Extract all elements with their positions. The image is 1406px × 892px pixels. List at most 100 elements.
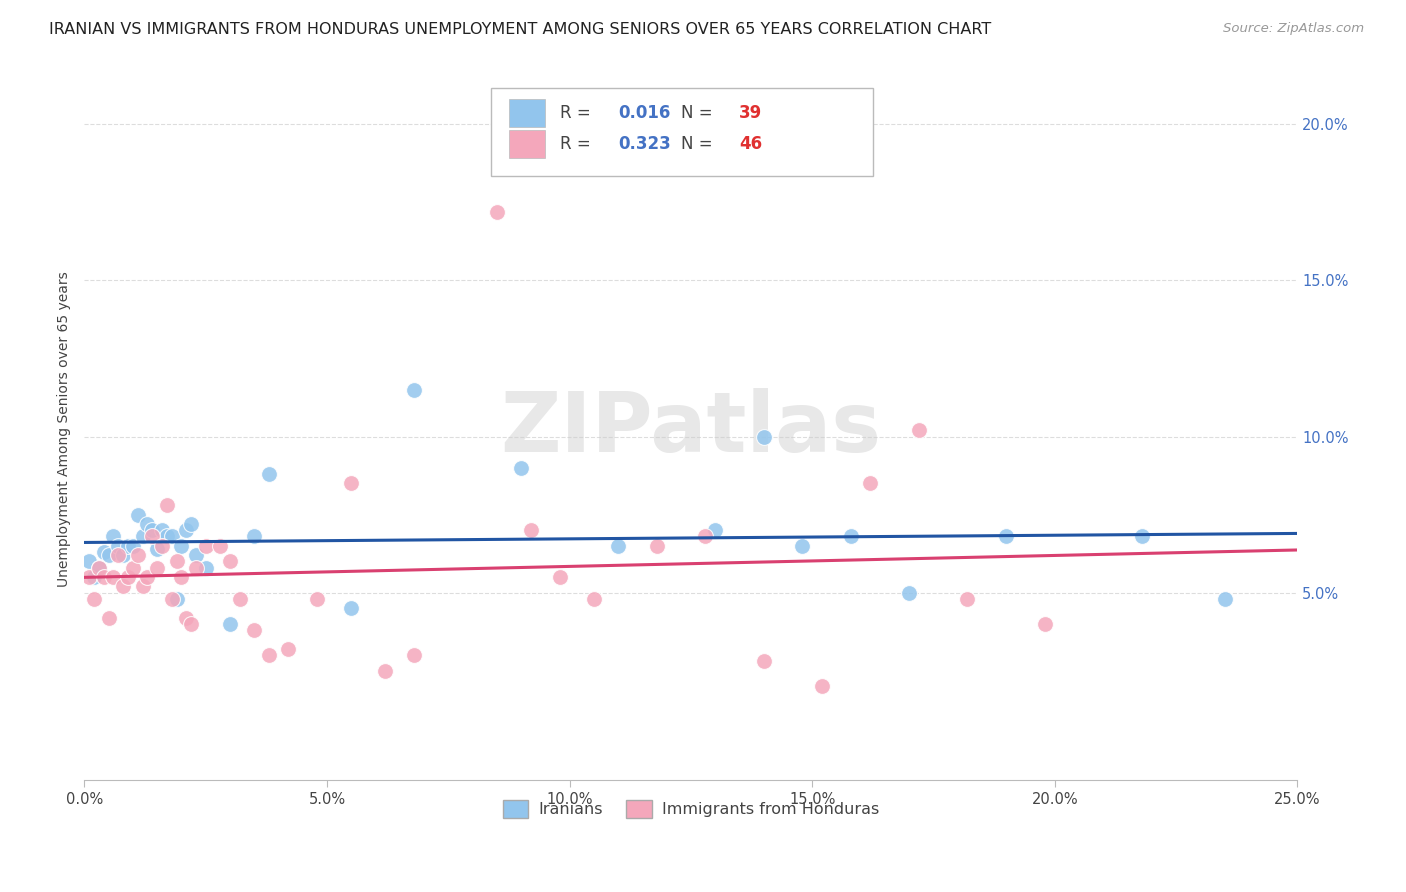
Point [166, 591, 188, 606]
Text: N =: N = [681, 103, 718, 121]
Point [340, 476, 363, 491]
Point [160, 529, 183, 543]
Point [485, 204, 508, 219]
Point [122, 560, 145, 574]
Text: ZIPatlas: ZIPatlas [501, 388, 882, 469]
Point [859, 476, 882, 491]
Point [146, 560, 169, 574]
Text: 46: 46 [740, 136, 762, 153]
Point [209, 539, 232, 553]
Point [243, 529, 266, 543]
Point [307, 591, 329, 606]
Point [107, 548, 129, 562]
Point [112, 548, 135, 562]
Point [228, 591, 250, 606]
Point [77, 554, 100, 568]
Point [340, 601, 363, 615]
Point [374, 664, 396, 678]
Point [170, 539, 193, 553]
Point [811, 679, 834, 693]
Point [243, 623, 266, 637]
Text: R =: R = [560, 136, 596, 153]
Point [87, 560, 110, 574]
Point [645, 539, 668, 553]
FancyBboxPatch shape [509, 98, 546, 127]
Point [908, 423, 931, 437]
Point [510, 460, 533, 475]
Point [156, 498, 179, 512]
Point [180, 516, 202, 531]
Point [127, 548, 149, 562]
Point [103, 529, 125, 543]
FancyBboxPatch shape [509, 130, 546, 158]
Point [184, 548, 207, 562]
Point [131, 579, 153, 593]
Point [898, 585, 921, 599]
Point [1033, 616, 1056, 631]
Point [87, 560, 110, 574]
Point [519, 523, 541, 537]
Point [131, 529, 153, 543]
Point [136, 516, 159, 531]
Point [170, 570, 193, 584]
Point [607, 539, 630, 553]
Point [1130, 529, 1153, 543]
Point [166, 554, 188, 568]
Point [956, 591, 979, 606]
Point [404, 383, 426, 397]
Point [174, 523, 197, 537]
Point [112, 579, 135, 593]
Point [995, 529, 1018, 543]
Point [839, 529, 862, 543]
Point [141, 523, 163, 537]
Text: R =: R = [560, 103, 596, 121]
Point [107, 539, 129, 553]
Point [752, 429, 775, 443]
Point [83, 591, 105, 606]
Point [136, 570, 159, 584]
Text: IRANIAN VS IMMIGRANTS FROM HONDURAS UNEMPLOYMENT AMONG SENIORS OVER 65 YEARS COR: IRANIAN VS IMMIGRANTS FROM HONDURAS UNEM… [49, 22, 991, 37]
Y-axis label: Unemployment Among Seniors over 65 years: Unemployment Among Seniors over 65 years [58, 271, 72, 587]
Point [219, 554, 242, 568]
Point [1213, 591, 1236, 606]
Point [548, 570, 571, 584]
Point [150, 539, 173, 553]
Text: 0.016: 0.016 [619, 103, 671, 121]
Text: N =: N = [681, 136, 718, 153]
Point [77, 570, 100, 584]
Point [122, 539, 145, 553]
Point [219, 616, 242, 631]
Point [404, 648, 426, 662]
Point [97, 548, 120, 562]
Text: 39: 39 [740, 103, 762, 121]
Point [103, 570, 125, 584]
Point [93, 545, 115, 559]
Point [127, 508, 149, 522]
Point [160, 591, 183, 606]
Point [117, 539, 139, 553]
Point [184, 560, 207, 574]
Point [194, 539, 217, 553]
Point [93, 570, 115, 584]
Text: Source: ZipAtlas.com: Source: ZipAtlas.com [1223, 22, 1364, 36]
Point [582, 591, 605, 606]
Point [695, 529, 717, 543]
Point [180, 616, 202, 631]
Point [141, 529, 163, 543]
Point [194, 560, 217, 574]
Point [146, 541, 169, 556]
Point [792, 539, 814, 553]
Point [277, 641, 299, 656]
Point [704, 523, 727, 537]
Point [257, 467, 280, 481]
Point [156, 529, 179, 543]
Text: 0.323: 0.323 [619, 136, 671, 153]
Point [83, 570, 105, 584]
Point [257, 648, 280, 662]
Point [97, 610, 120, 624]
Point [150, 523, 173, 537]
Point [174, 610, 197, 624]
Legend: Iranians, Immigrants from Honduras: Iranians, Immigrants from Honduras [496, 793, 886, 825]
Point [117, 570, 139, 584]
Point [752, 654, 775, 668]
